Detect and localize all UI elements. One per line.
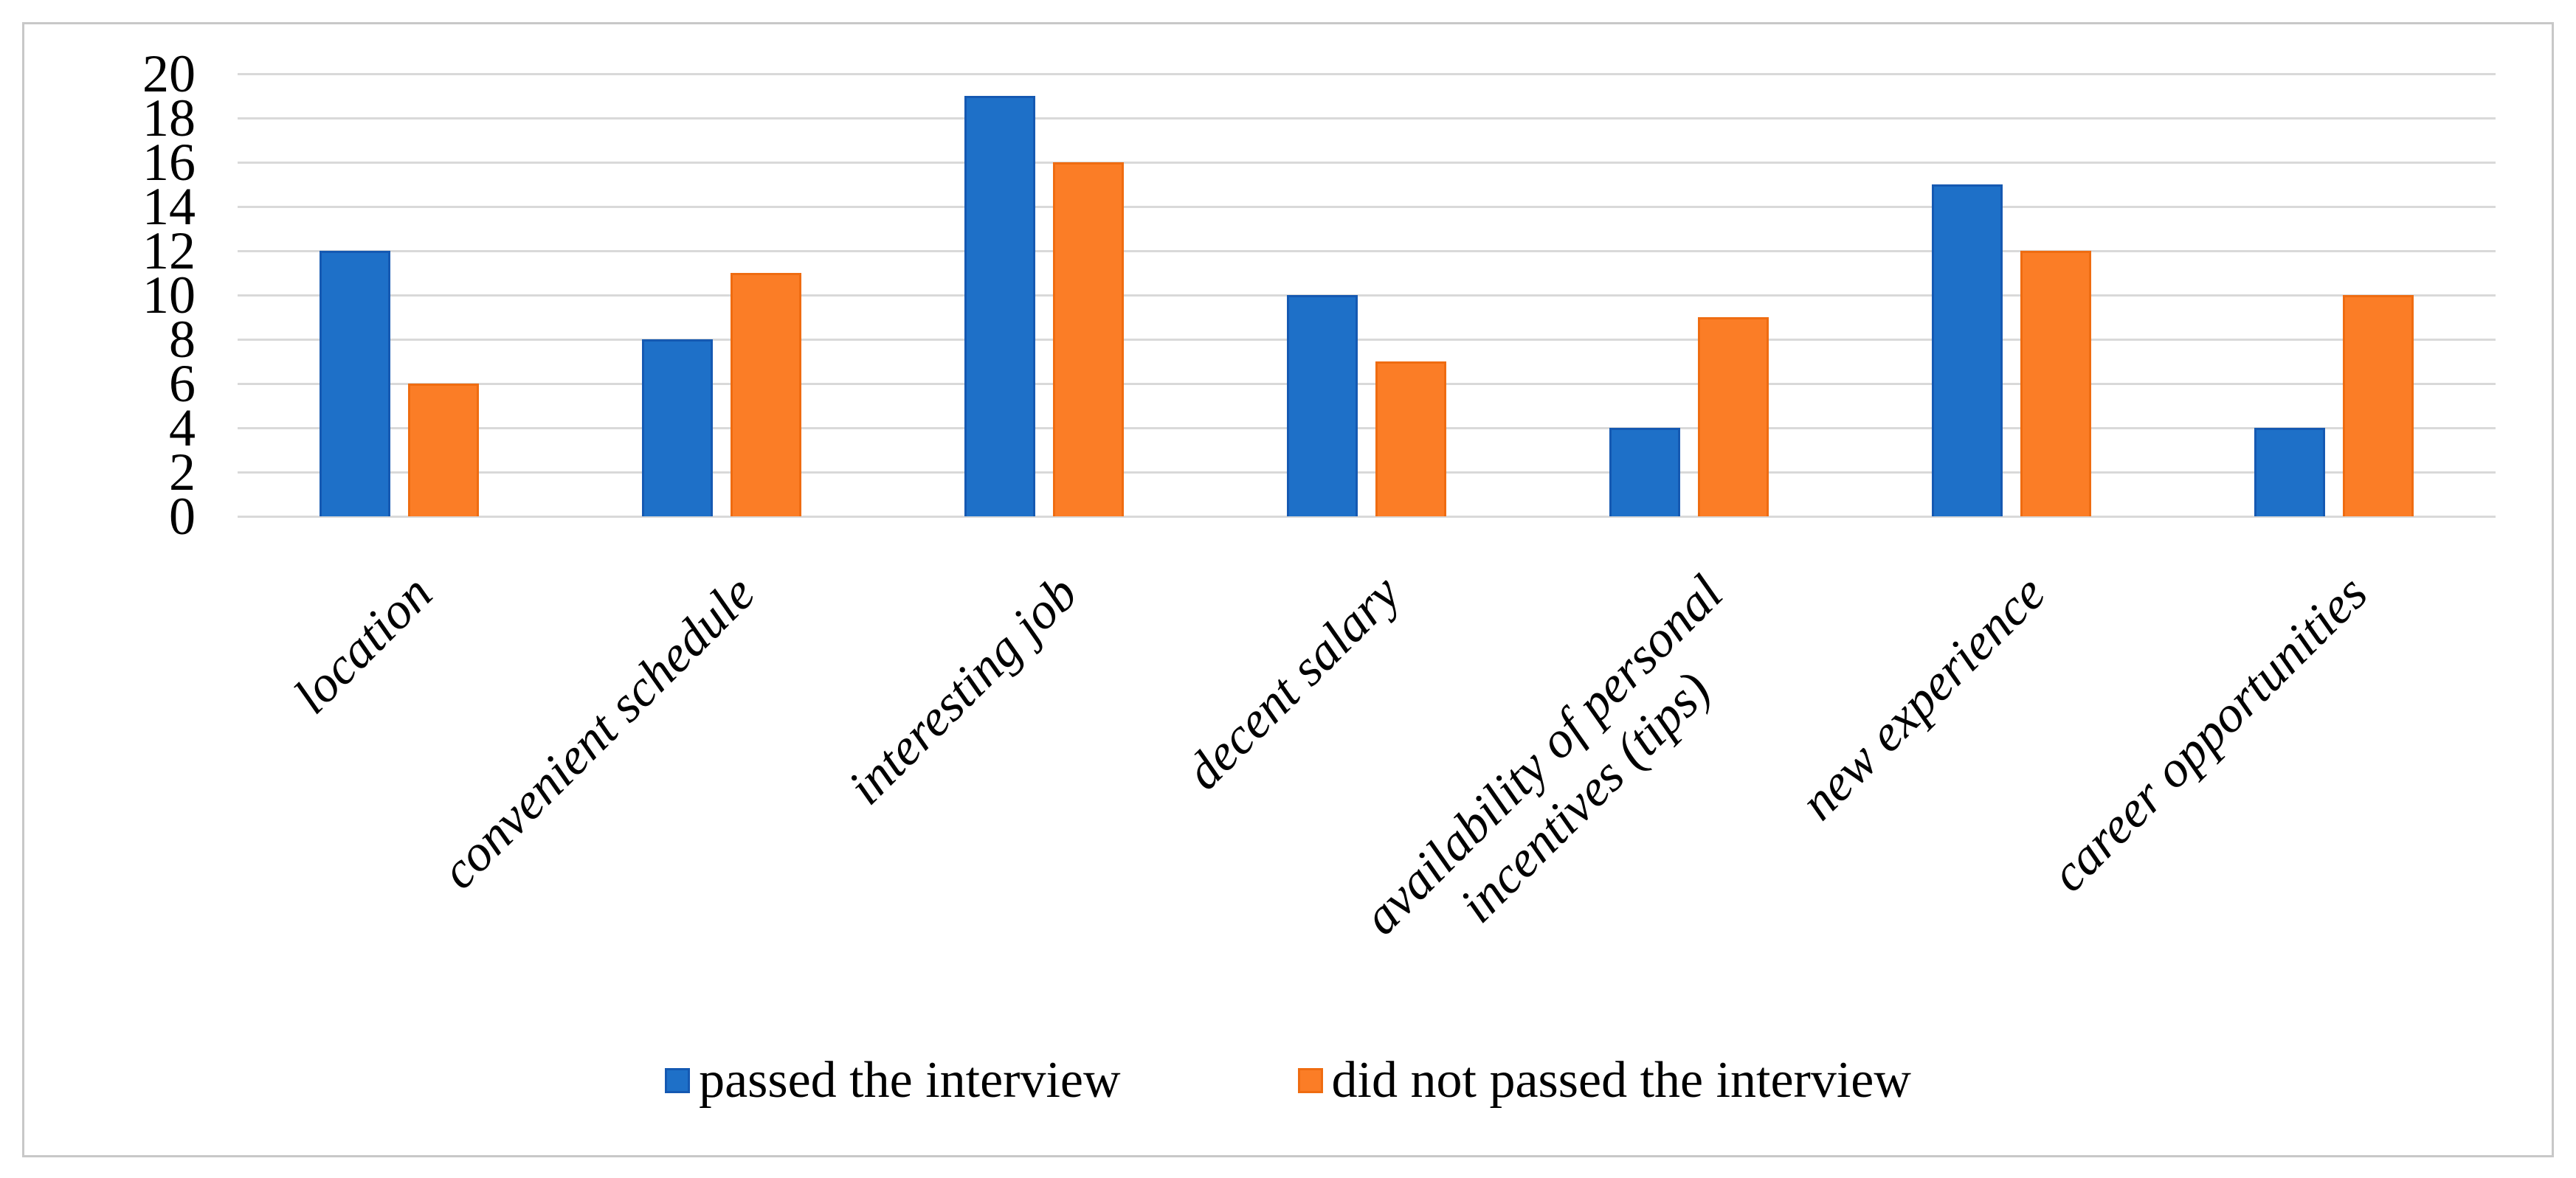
legend-label: passed the interview [699, 1052, 1121, 1109]
bar-passed-the-interview [1609, 428, 1681, 516]
legend: passed the interview did not passed the i… [0, 1047, 2576, 1114]
gridline [238, 249, 2496, 252]
bar-passed-the-interview [1932, 184, 2003, 516]
bar-did-not-passed-the-interview [2343, 295, 2414, 516]
legend-swatch [1297, 1068, 1323, 1093]
bar-did-not-passed-the-interview [1052, 162, 1124, 516]
gridline [238, 117, 2496, 119]
bar-passed-the-interview [641, 339, 713, 516]
y-axis-tick-label: 12 [142, 221, 196, 280]
y-axis-tick-label: 2 [169, 443, 196, 502]
y-axis-tick-label: 16 [142, 133, 196, 192]
bar-passed-the-interview [2254, 428, 2326, 516]
y-axis-tick-label: 6 [169, 354, 196, 413]
bar-passed-the-interview [319, 251, 390, 516]
gridline [238, 426, 2496, 429]
bar-did-not-passed-the-interview [1375, 361, 1446, 516]
gridline [238, 161, 2496, 164]
y-axis-tick-label: 8 [169, 310, 196, 369]
gridline [238, 471, 2496, 474]
y-axis-tick-label: 18 [142, 89, 196, 148]
bar-passed-the-interview [964, 96, 1035, 516]
y-axis-tick-label: 20 [142, 44, 196, 103]
bar-did-not-passed-the-interview [730, 273, 801, 516]
gridline [238, 382, 2496, 385]
bar-did-not-passed-the-interview [407, 384, 479, 516]
legend-swatch [665, 1068, 691, 1093]
y-axis-tick-label: 0 [169, 487, 196, 546]
figure-border [22, 22, 2554, 1157]
gridline [238, 294, 2496, 297]
bar-did-not-passed-the-interview [1698, 317, 1769, 516]
legend-item: passed the interview [665, 1051, 1121, 1110]
plot-area [238, 74, 2496, 516]
gridline [238, 338, 2496, 341]
legend-item: did not passed the interview [1297, 1051, 1911, 1110]
y-axis-tick-label: 14 [142, 177, 196, 236]
gridline [238, 72, 2496, 75]
y-axis-tick-label: 4 [169, 398, 196, 457]
bar-did-not-passed-the-interview [2020, 251, 2092, 516]
legend-label: did not passed the interview [1331, 1052, 1911, 1109]
bar-passed-the-interview [1287, 295, 1358, 516]
gridline [238, 205, 2496, 208]
y-axis-tick-label: 10 [142, 266, 196, 325]
gridline [238, 515, 2496, 518]
